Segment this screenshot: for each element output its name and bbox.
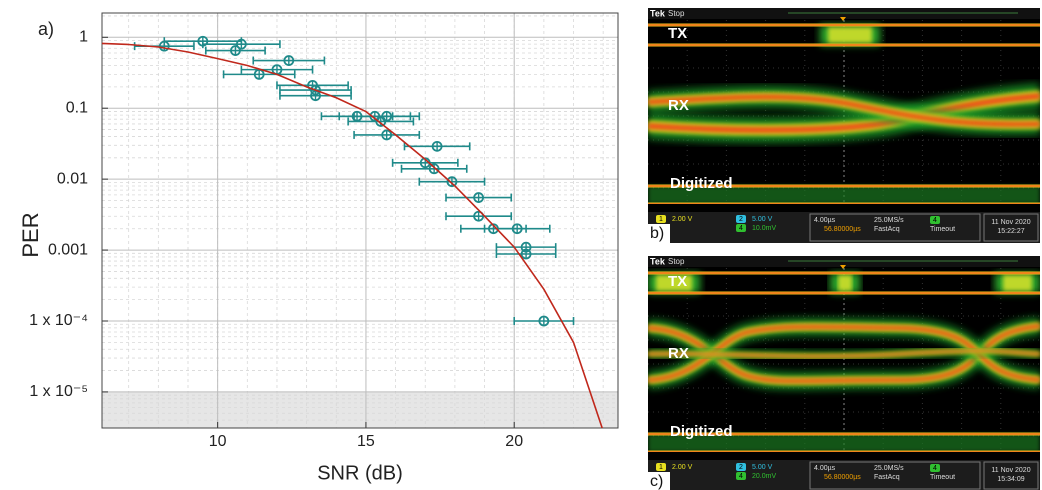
tx-pulse — [828, 27, 872, 43]
panel-label: b) — [650, 225, 664, 242]
y-tick-label: 0.01 — [57, 170, 88, 187]
ch-scale: 2.00 V — [672, 464, 693, 471]
time: 15:22:27 — [997, 228, 1024, 235]
x-tick-label: 20 — [505, 433, 523, 450]
x-axis-label: SNR (dB) — [317, 462, 403, 484]
figure: 1 0.1 0.01 0.001 1 x 10⁻⁴ 1 x 10⁻⁵ 10 15 20 SNR (… — [0, 0, 1042, 490]
channel-number: 4 — [739, 225, 743, 232]
sample-rate: 25.0MS/s — [874, 465, 904, 472]
ch-scale: 20.0mV — [752, 473, 776, 480]
ch-scale: 2.00 V — [672, 216, 693, 223]
y-tick-label: 0.1 — [66, 99, 88, 116]
acq-mode: FastAcq — [874, 474, 900, 481]
scope-status: Stop — [668, 9, 685, 18]
trace-label: TX — [668, 25, 687, 42]
acq-mode: FastAcq — [874, 226, 900, 233]
channel-number: 1 — [659, 464, 663, 471]
trace-label: Digitized — [670, 423, 733, 440]
shaded-region — [102, 392, 618, 428]
trigger-pos: 56.80000µs — [824, 474, 861, 481]
y-tick-label: 1 x 10⁻⁵ — [29, 383, 88, 400]
trigger-state: Timeout — [930, 226, 955, 233]
x-tick-label: 15 — [357, 433, 375, 450]
tx-pulse — [1003, 275, 1032, 291]
scope-brand: Tek — [650, 8, 666, 18]
ch-scale: 5.00 V — [752, 216, 773, 223]
channel-number: 2 — [739, 216, 743, 223]
trace-label: RX — [668, 345, 689, 362]
ch-scale: 5.00 V — [752, 464, 773, 471]
scope-brand: Tek — [650, 256, 666, 266]
channel-number: 4 — [933, 465, 937, 472]
trace-label: RX — [668, 97, 689, 114]
timebase: 4.00µs — [814, 465, 836, 472]
plot-area — [102, 13, 618, 428]
date: 11 Nov 2020 — [991, 467, 1030, 474]
date: 11 Nov 2020 — [991, 219, 1030, 226]
scope-status: Stop — [668, 257, 685, 266]
tx-pulse — [838, 275, 852, 291]
channel-number: 4 — [739, 473, 743, 480]
panel-label: c) — [650, 473, 663, 490]
trace-label: TX — [668, 273, 687, 290]
panel-label: a) — [38, 19, 54, 39]
ch-scale: 10.0mV — [752, 225, 776, 232]
y-axis-label: PER — [18, 212, 43, 257]
timebase: 4.00µs — [814, 217, 836, 224]
trigger-pos: 56.80000µs — [824, 226, 861, 233]
sample-rate: 25.0MS/s — [874, 217, 904, 224]
y-tick-label: 1 x 10⁻⁴ — [29, 312, 88, 329]
channel-number: 2 — [739, 464, 743, 471]
trigger-state: Timeout — [930, 474, 955, 481]
trace-label: Digitized — [670, 175, 733, 192]
y-tick-label: 1 — [79, 29, 88, 46]
time: 15:34:09 — [997, 476, 1024, 483]
x-tick-label: 10 — [209, 433, 227, 450]
channel-number: 4 — [933, 217, 937, 224]
y-tick-label: 0.001 — [48, 241, 88, 258]
channel-number: 1 — [659, 216, 663, 223]
